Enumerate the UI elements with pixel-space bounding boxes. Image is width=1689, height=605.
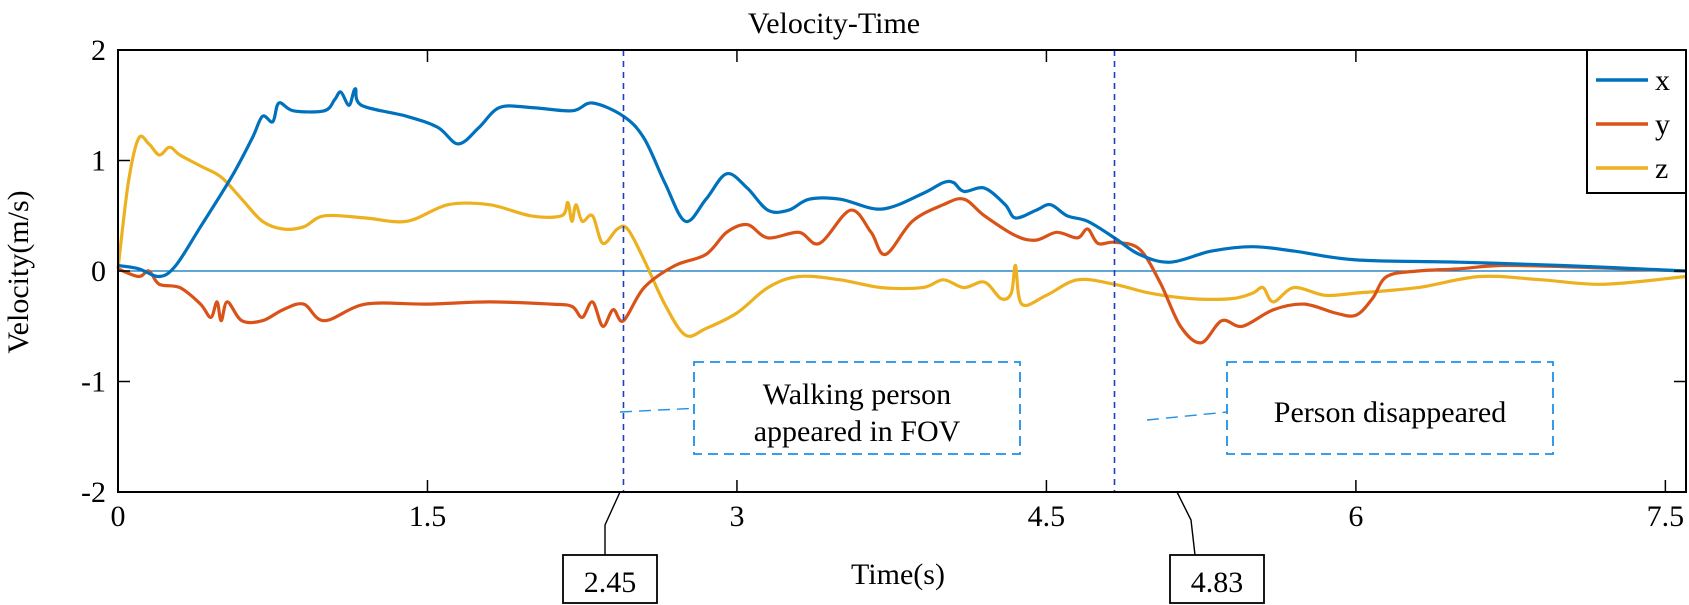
x-tick-label: 1.5 <box>409 500 447 533</box>
marker-label: 2.45 <box>584 566 637 599</box>
series-line-z <box>116 134 1687 338</box>
chart-title: Velocity-Time <box>748 7 920 40</box>
marker-label: 4.83 <box>1191 566 1244 599</box>
annotation-text: Walking person <box>763 378 951 411</box>
marker-label-connector <box>1176 491 1196 556</box>
series-line-y <box>117 197 1687 345</box>
legend-label-z: z <box>1655 152 1668 185</box>
tick-layer: 0 1.5 3 4.5 6 7.5 -2 -1 0 1 2 <box>81 34 1686 533</box>
annotation-leader <box>1146 411 1228 421</box>
y-tick-label: 1 <box>91 145 106 178</box>
x-axis-label: Time(s) <box>851 558 945 591</box>
annotation-text: Person disappeared <box>1274 396 1506 429</box>
y-axis-label: Velocity(m/s) <box>2 190 35 353</box>
legend-label-y: y <box>1655 108 1670 141</box>
marker-label-connector <box>604 491 621 555</box>
x-tick-label: 3 <box>729 500 744 533</box>
marker-label-box <box>1169 554 1265 604</box>
x-tick-label: 4.5 <box>1028 500 1066 533</box>
annotation-box <box>1226 361 1554 455</box>
x-tick-label: 7.5 <box>1647 500 1685 533</box>
legend-label-x: x <box>1655 64 1670 97</box>
y-tick-label: 0 <box>91 255 106 288</box>
x-tick-label: 6 <box>1348 500 1363 533</box>
legend-box <box>1586 49 1687 194</box>
series-layer <box>116 87 1687 345</box>
annotation-layer: Walking person appeared in FOV 2.45 Person … <box>562 50 1554 604</box>
annotation-text: appeared in FOV <box>754 415 961 448</box>
annotation-box <box>693 361 1021 455</box>
x-tick-label: 0 <box>111 500 126 533</box>
annotation-leader <box>619 407 701 413</box>
y-tick-label: -1 <box>81 366 106 399</box>
marker-label-box <box>562 554 658 604</box>
legend: xyz <box>1586 49 1687 194</box>
series-line-x <box>117 87 1687 279</box>
y-tick-label: -2 <box>81 476 106 509</box>
y-tick-label: 2 <box>91 34 106 67</box>
